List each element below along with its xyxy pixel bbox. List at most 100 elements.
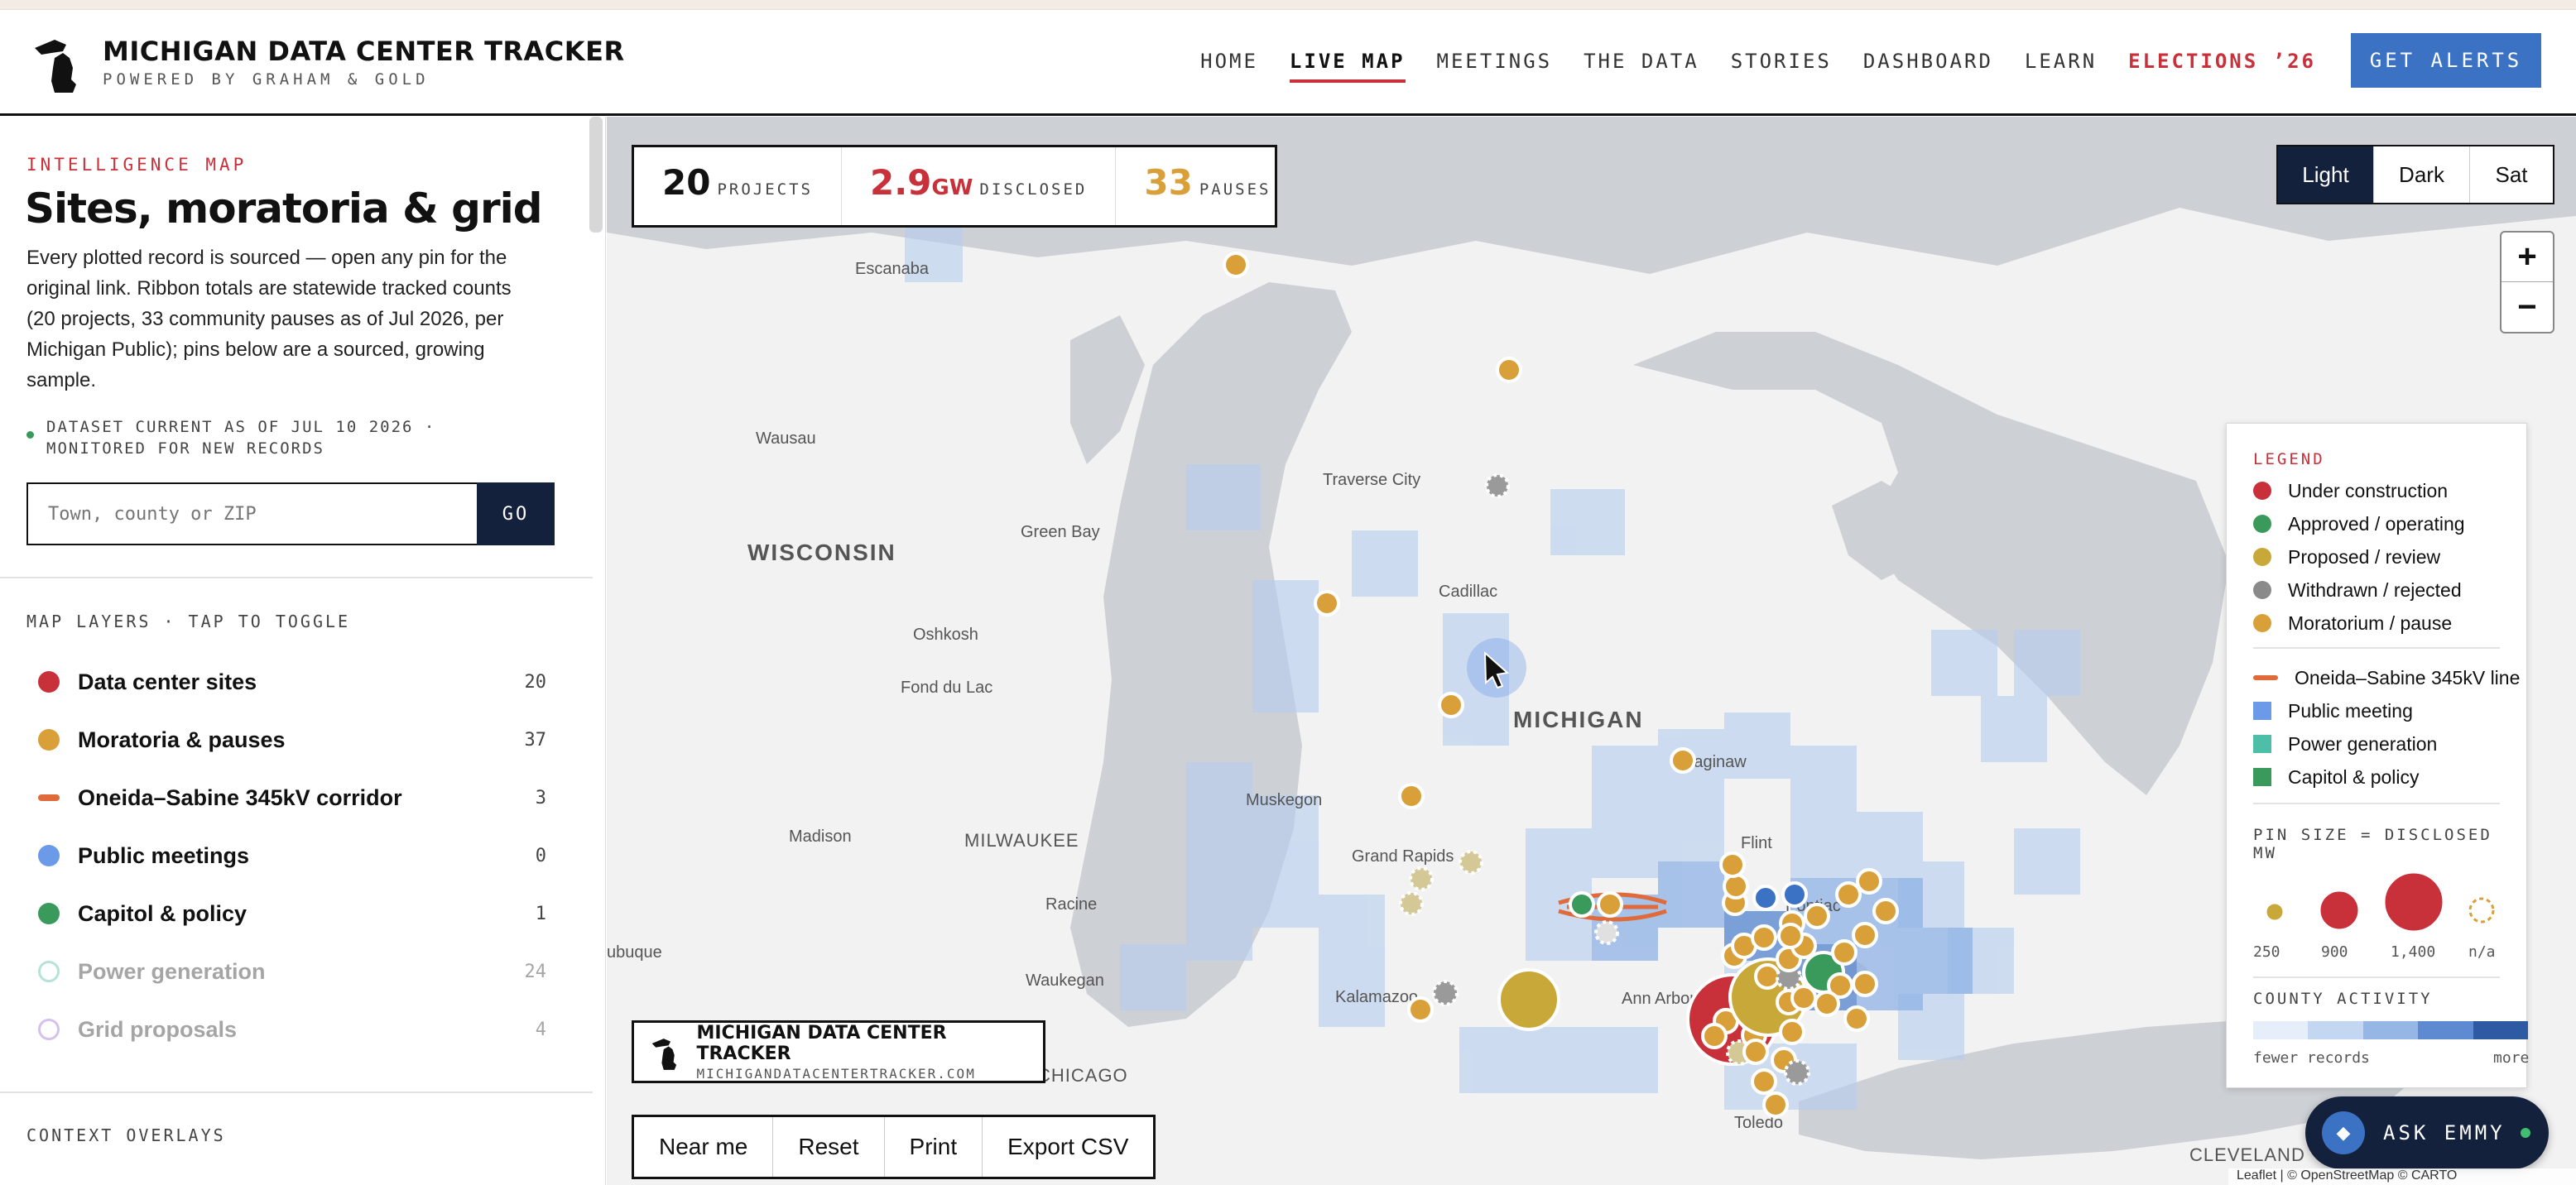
layer-count: 0 bbox=[535, 845, 546, 866]
legend-under-construction: Under construction bbox=[2253, 478, 2448, 503]
stats-ribbon: 20 PROJECTS 2.9 GW DISCLOSED 33 PAUSES bbox=[632, 145, 1277, 228]
layer-label: Oneida–Sabine 345kV corridor bbox=[78, 784, 402, 810]
map-canvas[interactable]: Escanaba Wausau Traverse City Green Bay … bbox=[607, 117, 2576, 1185]
svg-text:Green Bay: Green Bay bbox=[1021, 523, 1100, 541]
nav-meetings[interactable]: MEETINGS bbox=[1436, 50, 1553, 73]
stat-projects: 20 PROJECTS bbox=[634, 147, 842, 225]
map-legend: LEGEND Under construction Approved / ope… bbox=[2226, 423, 2530, 1088]
basemap-dark-button[interactable]: Dark bbox=[2374, 146, 2470, 203]
nav-elections[interactable]: ELECTIONS ’26 bbox=[2128, 50, 2316, 73]
red-dot-icon bbox=[2253, 482, 2271, 500]
basemap-toggle: Light Dark Sat bbox=[2276, 145, 2554, 204]
svg-text:Escanaba: Escanaba bbox=[855, 260, 930, 278]
pin-size-heading: PIN SIZE = DISCLOSED MW bbox=[2253, 826, 2492, 862]
nav-stories[interactable]: STORIES bbox=[1730, 50, 1832, 73]
export-csv-button[interactable]: Export CSV bbox=[1007, 1134, 1129, 1159]
pauses-count: 33 bbox=[1144, 162, 1193, 203]
layer-toggle-public-meetings[interactable]: Public meetings 0 bbox=[26, 835, 546, 876]
top-strip bbox=[0, 0, 2576, 10]
layer-toggle-power-generation[interactable]: Power generation 24 bbox=[26, 951, 546, 992]
location-search-input[interactable] bbox=[26, 482, 478, 545]
red-dot-icon bbox=[38, 671, 60, 693]
basemap-light-button[interactable]: Light bbox=[2278, 146, 2374, 203]
basemap-sat-button[interactable]: Sat bbox=[2495, 161, 2528, 187]
ask-emmy-label: ASK EMMY bbox=[2383, 1121, 2506, 1144]
legend-label: Capitol & policy bbox=[2288, 765, 2420, 788]
green-square-icon bbox=[2253, 768, 2271, 786]
size-label-na: n/a bbox=[2468, 943, 2496, 961]
legend-capitol: Capitol & policy bbox=[2253, 765, 2420, 789]
diamond-icon: ◆ bbox=[2322, 1111, 2365, 1154]
svg-text:Muskegon: Muskegon bbox=[1246, 791, 1322, 809]
svg-text:ubuque: ubuque bbox=[607, 943, 662, 962]
nav-dashboard[interactable]: DASHBOARD bbox=[1862, 50, 1993, 73]
purple-ring-icon bbox=[38, 1019, 60, 1040]
status-dot-icon bbox=[26, 431, 34, 439]
map-brand-badge: MICHIGAN DATA CENTER TRACKER MICHIGANDAT… bbox=[632, 1020, 1045, 1083]
zoom-in-button[interactable]: + bbox=[2502, 233, 2553, 282]
legend-approved: Approved / operating bbox=[2253, 511, 2465, 536]
divider bbox=[2253, 647, 2500, 649]
nav-home[interactable]: HOME bbox=[1200, 50, 1258, 73]
sidebar-scrollbar[interactable] bbox=[589, 117, 603, 233]
legend-power-generation: Power generation bbox=[2253, 732, 2437, 756]
layer-count: 1 bbox=[535, 903, 546, 924]
svg-text:CLEVELAND: CLEVELAND bbox=[2189, 1144, 2305, 1165]
brand-subtitle: POWERED BY GRAHAM & GOLD bbox=[103, 70, 430, 89]
svg-text:Madison: Madison bbox=[789, 828, 852, 846]
divider bbox=[2253, 803, 2500, 804]
legend-public-meeting: Public meeting bbox=[2253, 698, 2413, 723]
near-me-button[interactable]: Near me bbox=[634, 1117, 774, 1177]
svg-text:MILWAUKEE: MILWAUKEE bbox=[964, 830, 1079, 851]
layer-toggle-data-center-sites[interactable]: Data center sites 20 bbox=[26, 661, 546, 703]
layer-toggle-grid-proposals[interactable]: Grid proposals 4 bbox=[26, 1009, 546, 1050]
svg-text:CHICAGO: CHICAGO bbox=[1037, 1065, 1128, 1086]
nav-live-map[interactable]: LIVE MAP bbox=[1289, 50, 1406, 83]
divider bbox=[0, 1091, 593, 1093]
layer-toggle-capitol-policy[interactable]: Capitol & policy 1 bbox=[26, 893, 546, 934]
legend-proposed: Proposed / review bbox=[2253, 545, 2440, 569]
svg-text:Wausau: Wausau bbox=[756, 429, 816, 448]
size-label-1400: 1,400 bbox=[2391, 943, 2436, 961]
reset-button[interactable]: Reset bbox=[773, 1117, 885, 1177]
map-attribution[interactable]: Leaflet | © OpenStreetMap © CARTO bbox=[2228, 1168, 2576, 1185]
sidebar-eyebrow: INTELLIGENCE MAP bbox=[26, 155, 248, 175]
ask-emmy-button[interactable]: ◆ ASK EMMY bbox=[2305, 1096, 2549, 1169]
svg-text:Cadillac: Cadillac bbox=[1439, 583, 1497, 601]
main-nav: HOME LIVE MAP MEETINGS THE DATA STORIES … bbox=[1200, 50, 2316, 83]
print-button[interactable]: Print bbox=[885, 1117, 983, 1177]
site-header: MICHIGAN DATA CENTER TRACKER POWERED BY … bbox=[0, 10, 2576, 116]
county-activity-heading: COUNTY ACTIVITY bbox=[2253, 990, 2433, 1008]
county-low-label: fewer records bbox=[2253, 1049, 2370, 1067]
layer-toggle-corridor[interactable]: Oneida–Sabine 345kV corridor 3 bbox=[26, 777, 546, 818]
dataset-status: DATASET CURRENT AS OF JUL 10 2026 · MONI… bbox=[46, 418, 436, 458]
layer-count: 24 bbox=[524, 961, 547, 982]
legend-label: Approved / operating bbox=[2288, 512, 2465, 535]
layer-label: Capitol & policy bbox=[78, 900, 248, 926]
zoom-out-button[interactable]: − bbox=[2517, 288, 2537, 325]
projects-label: PROJECTS bbox=[717, 180, 813, 199]
svg-text:WISCONSIN: WISCONSIN bbox=[747, 540, 896, 565]
svg-text:Ann Arbor: Ann Arbor bbox=[1622, 990, 1695, 1008]
go-button[interactable]: GO bbox=[477, 482, 555, 545]
county-high-label: more bbox=[2493, 1049, 2530, 1067]
teal-ring-icon bbox=[38, 961, 60, 982]
legend-label: Under construction bbox=[2288, 479, 2449, 501]
stat-gigawatts: 2.9 GW DISCLOSED bbox=[842, 147, 1117, 225]
green-dot-icon bbox=[38, 903, 60, 924]
legend-label: Oneida–Sabine 345kV line bbox=[2295, 666, 2521, 688]
svg-text:Saginaw: Saginaw bbox=[1683, 753, 1747, 771]
legend-label: Public meeting bbox=[2288, 699, 2413, 722]
pin-size-samples bbox=[2264, 871, 2495, 933]
stat-pauses: 33 PAUSES bbox=[1116, 147, 1299, 225]
brand[interactable]: MICHIGAN DATA CENTER TRACKER POWERED BY … bbox=[30, 30, 625, 94]
svg-text:Waukegan: Waukegan bbox=[1026, 972, 1104, 990]
nav-the-data[interactable]: THE DATA bbox=[1584, 50, 1699, 73]
orange-dot-icon bbox=[2253, 614, 2271, 632]
get-alerts-button[interactable]: GET ALERTS bbox=[2351, 33, 2541, 88]
layer-toggle-moratoria[interactable]: Moratoria & pauses 37 bbox=[26, 719, 546, 760]
nav-learn[interactable]: LEARN bbox=[2024, 50, 2098, 73]
legend-label: Withdrawn / rejected bbox=[2288, 578, 2462, 601]
svg-text:Traverse City: Traverse City bbox=[1323, 471, 1420, 489]
layer-label: Power generation bbox=[78, 958, 266, 984]
